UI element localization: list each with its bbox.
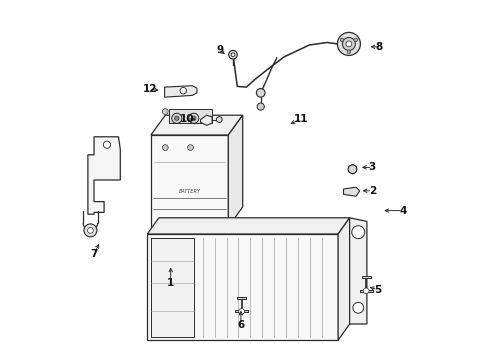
Text: 12: 12 (142, 84, 157, 94)
Text: 7: 7 (90, 249, 98, 259)
Circle shape (84, 224, 97, 237)
Polygon shape (164, 86, 197, 97)
Polygon shape (151, 238, 194, 337)
Polygon shape (147, 234, 337, 340)
Circle shape (346, 41, 351, 47)
Circle shape (174, 116, 179, 120)
Circle shape (216, 117, 222, 122)
Text: 9: 9 (216, 45, 223, 55)
Circle shape (256, 89, 264, 97)
Text: 8: 8 (375, 42, 382, 52)
Circle shape (231, 53, 234, 57)
Circle shape (337, 32, 360, 55)
Polygon shape (361, 276, 370, 278)
Circle shape (342, 37, 355, 50)
Polygon shape (88, 137, 120, 214)
Circle shape (162, 145, 168, 150)
Circle shape (228, 50, 237, 59)
Circle shape (351, 226, 364, 239)
Polygon shape (228, 115, 242, 227)
Circle shape (353, 38, 357, 42)
Circle shape (238, 309, 244, 314)
Polygon shape (151, 115, 242, 135)
Polygon shape (343, 187, 359, 196)
Polygon shape (147, 218, 349, 234)
Polygon shape (235, 310, 247, 312)
Text: 6: 6 (237, 320, 244, 330)
Circle shape (191, 116, 196, 120)
Circle shape (180, 87, 186, 94)
Circle shape (352, 302, 363, 313)
Polygon shape (237, 297, 245, 299)
Text: 3: 3 (368, 162, 375, 172)
Text: 1: 1 (167, 278, 174, 288)
Polygon shape (151, 135, 228, 227)
Text: 2: 2 (368, 186, 375, 196)
Text: 5: 5 (373, 285, 381, 295)
Circle shape (87, 228, 93, 233)
Text: 10: 10 (179, 114, 194, 124)
Circle shape (340, 38, 343, 42)
Text: 11: 11 (293, 114, 308, 124)
Circle shape (103, 141, 110, 148)
Polygon shape (359, 290, 372, 292)
Circle shape (162, 109, 168, 114)
Polygon shape (168, 109, 211, 123)
Polygon shape (337, 218, 349, 340)
Circle shape (171, 113, 182, 123)
Circle shape (188, 113, 199, 123)
Text: 4: 4 (398, 206, 406, 216)
Circle shape (257, 103, 264, 110)
Text: BATTERY: BATTERY (178, 189, 200, 194)
Polygon shape (349, 218, 366, 324)
Circle shape (347, 165, 356, 174)
Polygon shape (200, 115, 212, 125)
Circle shape (346, 50, 350, 54)
Circle shape (187, 145, 193, 150)
Polygon shape (348, 165, 356, 174)
Circle shape (363, 288, 368, 294)
